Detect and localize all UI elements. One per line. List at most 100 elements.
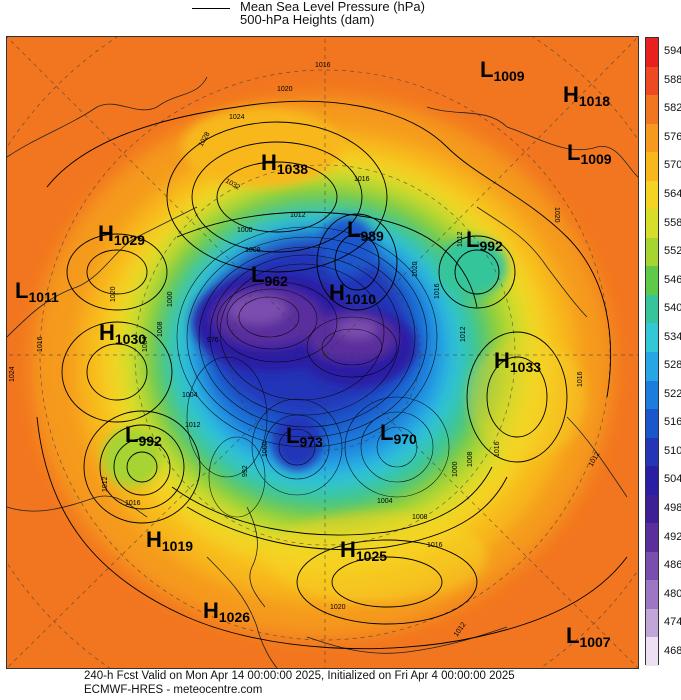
colorbar-tick-label: 588 bbox=[664, 73, 681, 86]
isobar bbox=[331, 556, 443, 608]
colorbar-segment bbox=[646, 209, 658, 239]
isobar-inner bbox=[209, 254, 401, 416]
isobar-label: 1016 bbox=[434, 283, 441, 299]
colorbar-tick-label: 480 bbox=[664, 587, 681, 600]
colorbar-segment bbox=[646, 523, 658, 553]
coast-north-america bbox=[7, 76, 208, 158]
colorbar-tick-label: 546 bbox=[664, 273, 681, 286]
isobar-inner bbox=[216, 281, 338, 363]
isobar bbox=[486, 356, 548, 438]
colorbar-tick-label: 534 bbox=[664, 330, 681, 343]
isobar-label: 1012 bbox=[457, 231, 464, 247]
high-pressure-label: H1033 bbox=[494, 348, 542, 375]
colorbar-segment bbox=[646, 352, 658, 382]
high-pressure-label: H1019 bbox=[146, 527, 194, 554]
isobar-label: 1000 bbox=[237, 227, 253, 234]
isobar bbox=[66, 233, 168, 311]
isobars bbox=[36, 100, 628, 650]
field-552c bbox=[102, 427, 162, 487]
isobar bbox=[86, 343, 148, 401]
isobar-label: 1016 bbox=[494, 441, 501, 457]
isobar-label: 1020 bbox=[553, 207, 560, 223]
colorbar-tick-label: 504 bbox=[664, 473, 681, 486]
lat-circle-60 bbox=[39, 69, 611, 641]
colorbar-segment bbox=[646, 437, 658, 467]
coast-scandinavia bbox=[246, 506, 266, 608]
isobar bbox=[438, 235, 516, 309]
coast-siberia bbox=[476, 206, 588, 318]
isobar-label: 1004 bbox=[377, 498, 393, 505]
isobar-label: 1024 bbox=[9, 366, 16, 382]
low-pressure-label: L1011 bbox=[15, 278, 59, 305]
isobar-inner bbox=[251, 398, 343, 496]
isobar bbox=[334, 233, 380, 291]
coast-greenland bbox=[206, 556, 278, 668]
isobar-inner bbox=[306, 316, 398, 378]
isobar-label: 1008 bbox=[157, 321, 164, 337]
colorbar-tick-label: 486 bbox=[664, 559, 681, 572]
coast-canada bbox=[7, 206, 198, 338]
high-pressure-label: H1026 bbox=[203, 598, 251, 625]
isobar bbox=[126, 451, 158, 483]
high-pressure-label: H1010 bbox=[329, 280, 377, 307]
isobar-label: 1016 bbox=[577, 371, 584, 387]
high-pressure-label: H1018 bbox=[563, 82, 611, 109]
colorbar-tick-label: 564 bbox=[664, 188, 681, 200]
isobar-label: 1012 bbox=[290, 212, 306, 219]
isobar bbox=[191, 141, 363, 253]
isobar bbox=[83, 410, 201, 524]
colorbar-segment bbox=[646, 123, 658, 153]
colorbar-tick-label: 498 bbox=[664, 502, 681, 514]
isobar-label: 1004 bbox=[142, 336, 149, 352]
meridian bbox=[324, 37, 638, 356]
isobar-inner bbox=[176, 226, 438, 448]
isobar bbox=[61, 321, 173, 423]
legend-title-heights: 500-hPa Heights (dam) bbox=[240, 12, 375, 27]
isobar-label: 1004 bbox=[182, 392, 198, 399]
isobar bbox=[86, 249, 148, 295]
coast-europe bbox=[306, 626, 508, 654]
map-canvas: 1016 1020 1024 1028 1032 1012 1016 1008 … bbox=[7, 37, 638, 668]
colorbar-segment bbox=[646, 466, 658, 496]
isobar bbox=[46, 100, 612, 398]
isobar-label: 1020 bbox=[330, 604, 346, 611]
low-pressure-label: L970 bbox=[380, 420, 417, 447]
colorbar-segment bbox=[646, 266, 658, 296]
isobar-label: 1008 bbox=[467, 451, 474, 467]
colorbar-tick-label: 468 bbox=[664, 644, 681, 657]
isobar-inner bbox=[226, 288, 318, 350]
isobar-label: 1016 bbox=[315, 62, 331, 69]
colorbar-tick-label: 474 bbox=[664, 616, 681, 629]
isobar-inner bbox=[238, 296, 300, 338]
colorbar-tick-label: 594 bbox=[664, 45, 681, 58]
colorbar-segment bbox=[646, 95, 658, 125]
low-pressure-label: L1009 bbox=[480, 57, 525, 84]
high-pressure-label: H1025 bbox=[340, 537, 388, 564]
meridian bbox=[7, 37, 326, 356]
isobar-label: 1012 bbox=[185, 422, 201, 429]
colorbar-segment bbox=[646, 409, 658, 439]
isobar-label: 1016 bbox=[125, 500, 141, 507]
high-pressure-label: H1030 bbox=[99, 320, 147, 347]
lat-circle-80 bbox=[229, 259, 421, 451]
isobar bbox=[454, 249, 500, 295]
isobar-label: 1008 bbox=[245, 247, 261, 254]
colorbar-segment bbox=[646, 580, 658, 610]
isobar-inner bbox=[198, 246, 416, 428]
isobar-inner bbox=[278, 428, 316, 466]
graticule bbox=[7, 37, 638, 668]
isobar-label: 1012 bbox=[460, 326, 467, 342]
isobar-inner bbox=[321, 328, 383, 366]
colorbar-tick-label: 570 bbox=[664, 159, 681, 172]
isobar-inner bbox=[376, 426, 418, 468]
isobar-label: 1000 bbox=[167, 291, 174, 307]
height-colorbar bbox=[645, 37, 659, 667]
low-pressure-label: L992 bbox=[125, 422, 162, 449]
isobar bbox=[296, 539, 478, 625]
isobar-label: 1016 bbox=[37, 336, 44, 352]
isobar bbox=[186, 476, 508, 551]
field-570c bbox=[182, 107, 342, 187]
forecast-valid-text: 240-h Fcst Valid on Mon Apr 14 00:00:00 … bbox=[84, 670, 515, 682]
low-pressure-label: L1009 bbox=[567, 140, 612, 167]
isobar-label: 1008 bbox=[412, 514, 428, 521]
